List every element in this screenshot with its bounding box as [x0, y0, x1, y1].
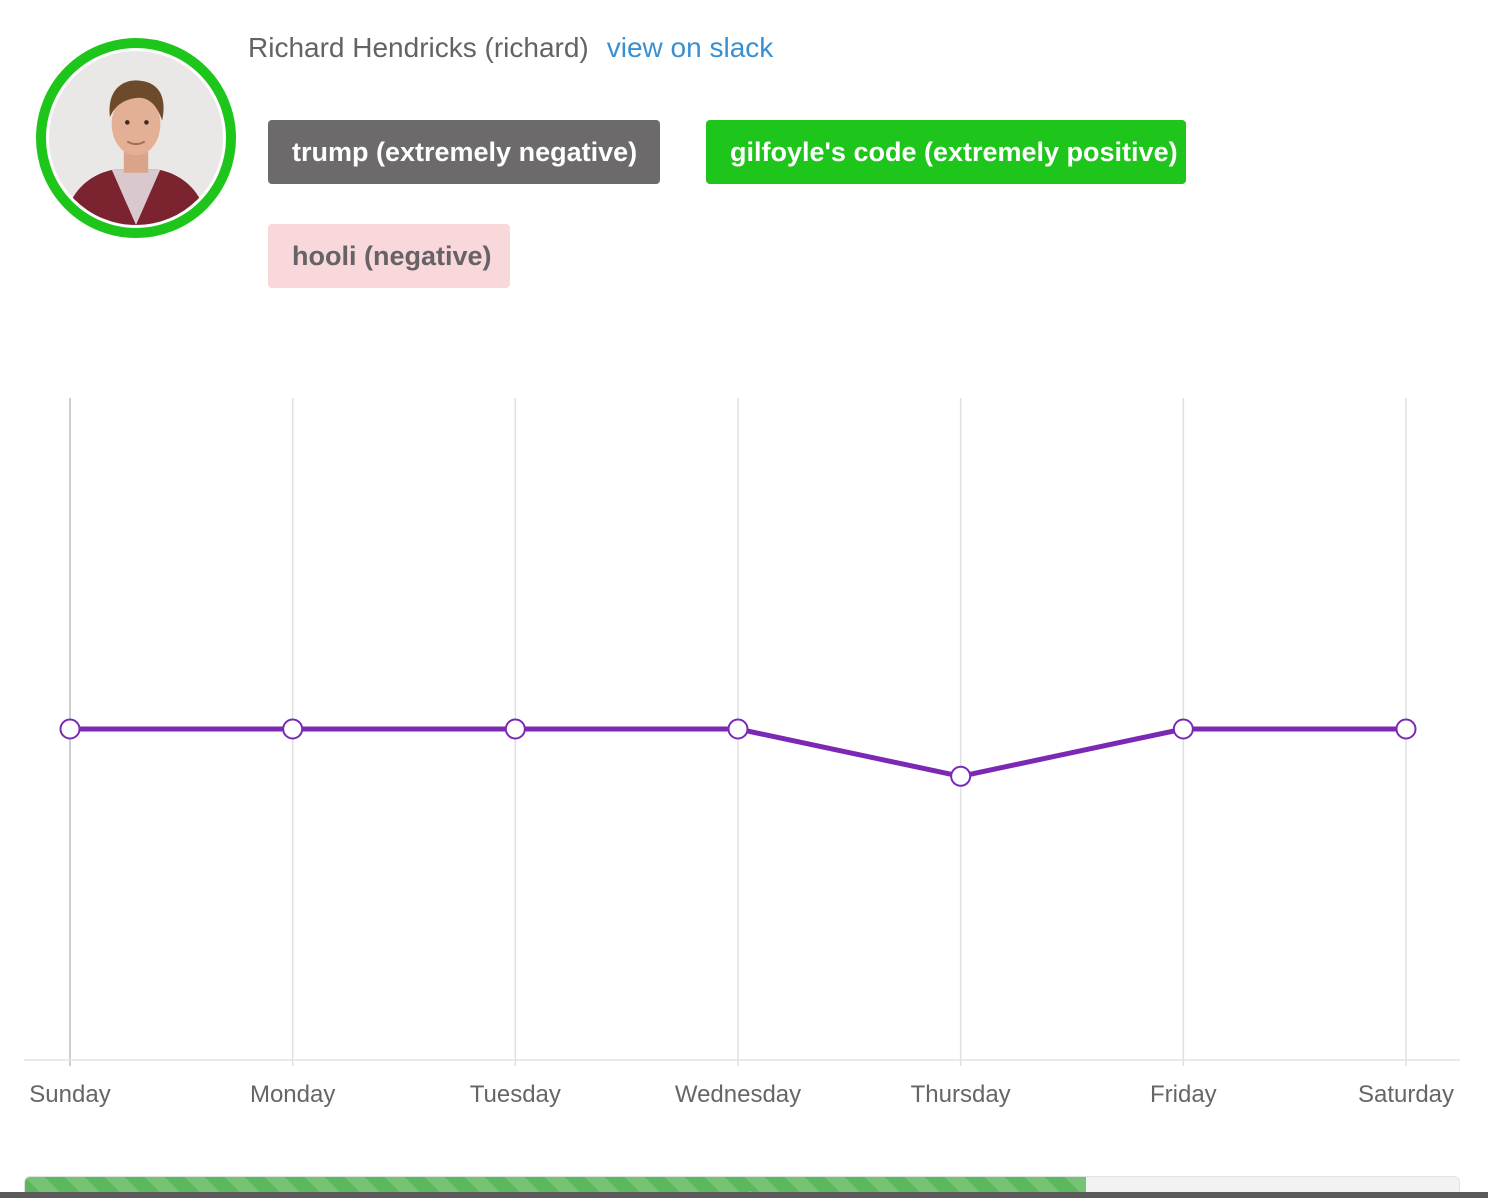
- x-tick-label-thursday: Thursday: [911, 1081, 1011, 1108]
- data-point-thursday: [950, 765, 972, 787]
- topic-tag-hooli: hooli (negative): [268, 224, 510, 288]
- data-point-monday: [282, 718, 304, 740]
- data-point-sunday: [59, 718, 81, 740]
- user-display-name: Richard Hendricks (richard): [248, 32, 589, 63]
- x-tick-label-friday: Friday: [1150, 1081, 1217, 1108]
- user-photo: [49, 51, 223, 225]
- x-tick-label-sunday: Sunday: [29, 1081, 110, 1108]
- x-tick-label-wednesday: Wednesday: [675, 1081, 801, 1108]
- data-point-wednesday: [727, 718, 749, 740]
- x-tick-label-monday: Monday: [250, 1081, 335, 1108]
- data-point-saturday: [1395, 718, 1417, 740]
- user-header: Richard Hendricks (richard) view on slack: [248, 30, 773, 66]
- avatar: [36, 38, 236, 238]
- x-tick-label-tuesday: Tuesday: [470, 1081, 561, 1108]
- x-tick-label-saturday: Saturday: [1358, 1081, 1454, 1108]
- topic-tag-gilfoyles-code: gilfoyle's code (extremely positive): [706, 120, 1186, 184]
- data-point-friday: [1172, 718, 1194, 740]
- data-point-tuesday: [504, 718, 526, 740]
- topic-tag-trump: trump (extremely negative): [268, 120, 660, 184]
- window-bottom-edge: [0, 1192, 1488, 1198]
- view-on-slack-link[interactable]: view on slack: [606, 32, 774, 63]
